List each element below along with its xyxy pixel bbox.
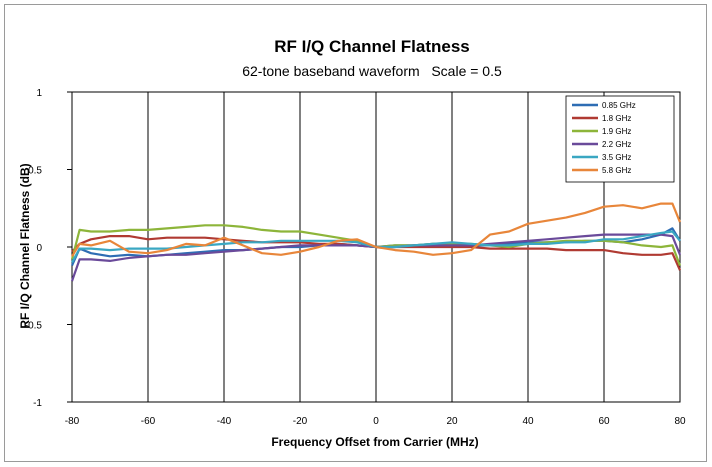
y-axis-label: RF I/Q Channel Flatness (dB) bbox=[18, 163, 32, 328]
x-tick-label: -20 bbox=[293, 416, 308, 427]
legend-label: 3.5 GHz bbox=[602, 153, 631, 162]
plot-border bbox=[71, 91, 681, 403]
legend-label: 1.8 GHz bbox=[602, 114, 631, 123]
x-tick-label: 0 bbox=[373, 416, 379, 427]
x-tick-label: 20 bbox=[446, 416, 458, 427]
x-tick-label: 80 bbox=[674, 416, 686, 427]
x-tick-label: 60 bbox=[598, 416, 610, 427]
y-tick-label: 0.5 bbox=[28, 166, 42, 177]
y-tick-label: 1 bbox=[36, 88, 42, 99]
chart-title: RF I/Q Channel Flatness bbox=[274, 37, 470, 56]
legend-label: 2.2 GHz bbox=[602, 140, 631, 149]
legend-box bbox=[565, 95, 675, 183]
legend: 0.85 GHz 1.8 GHz 1.9 GHz 2.2 GHz 3.5 GHz 5.8 … bbox=[565, 95, 675, 183]
x-tick-label: 40 bbox=[522, 416, 534, 427]
x-tick-label: -80 bbox=[65, 416, 80, 427]
x-tick-label: -40 bbox=[217, 416, 232, 427]
x-axis-label: Frequency Offset from Carrier (MHz) bbox=[271, 435, 478, 449]
series-line bbox=[71, 202, 682, 257]
legend-label: 5.8 GHz bbox=[602, 166, 631, 175]
y-tick-label: -1 bbox=[33, 398, 42, 409]
y-tick-label: -0.5 bbox=[25, 321, 43, 332]
y-tick-label: 0 bbox=[36, 243, 42, 254]
x-tick-label: -60 bbox=[141, 416, 156, 427]
chart-subtitle: 62-tone baseband waveform Scale = 0.5 bbox=[242, 63, 502, 79]
legend-label: 0.85 GHz bbox=[602, 101, 636, 110]
legend-label: 1.9 GHz bbox=[602, 127, 631, 136]
